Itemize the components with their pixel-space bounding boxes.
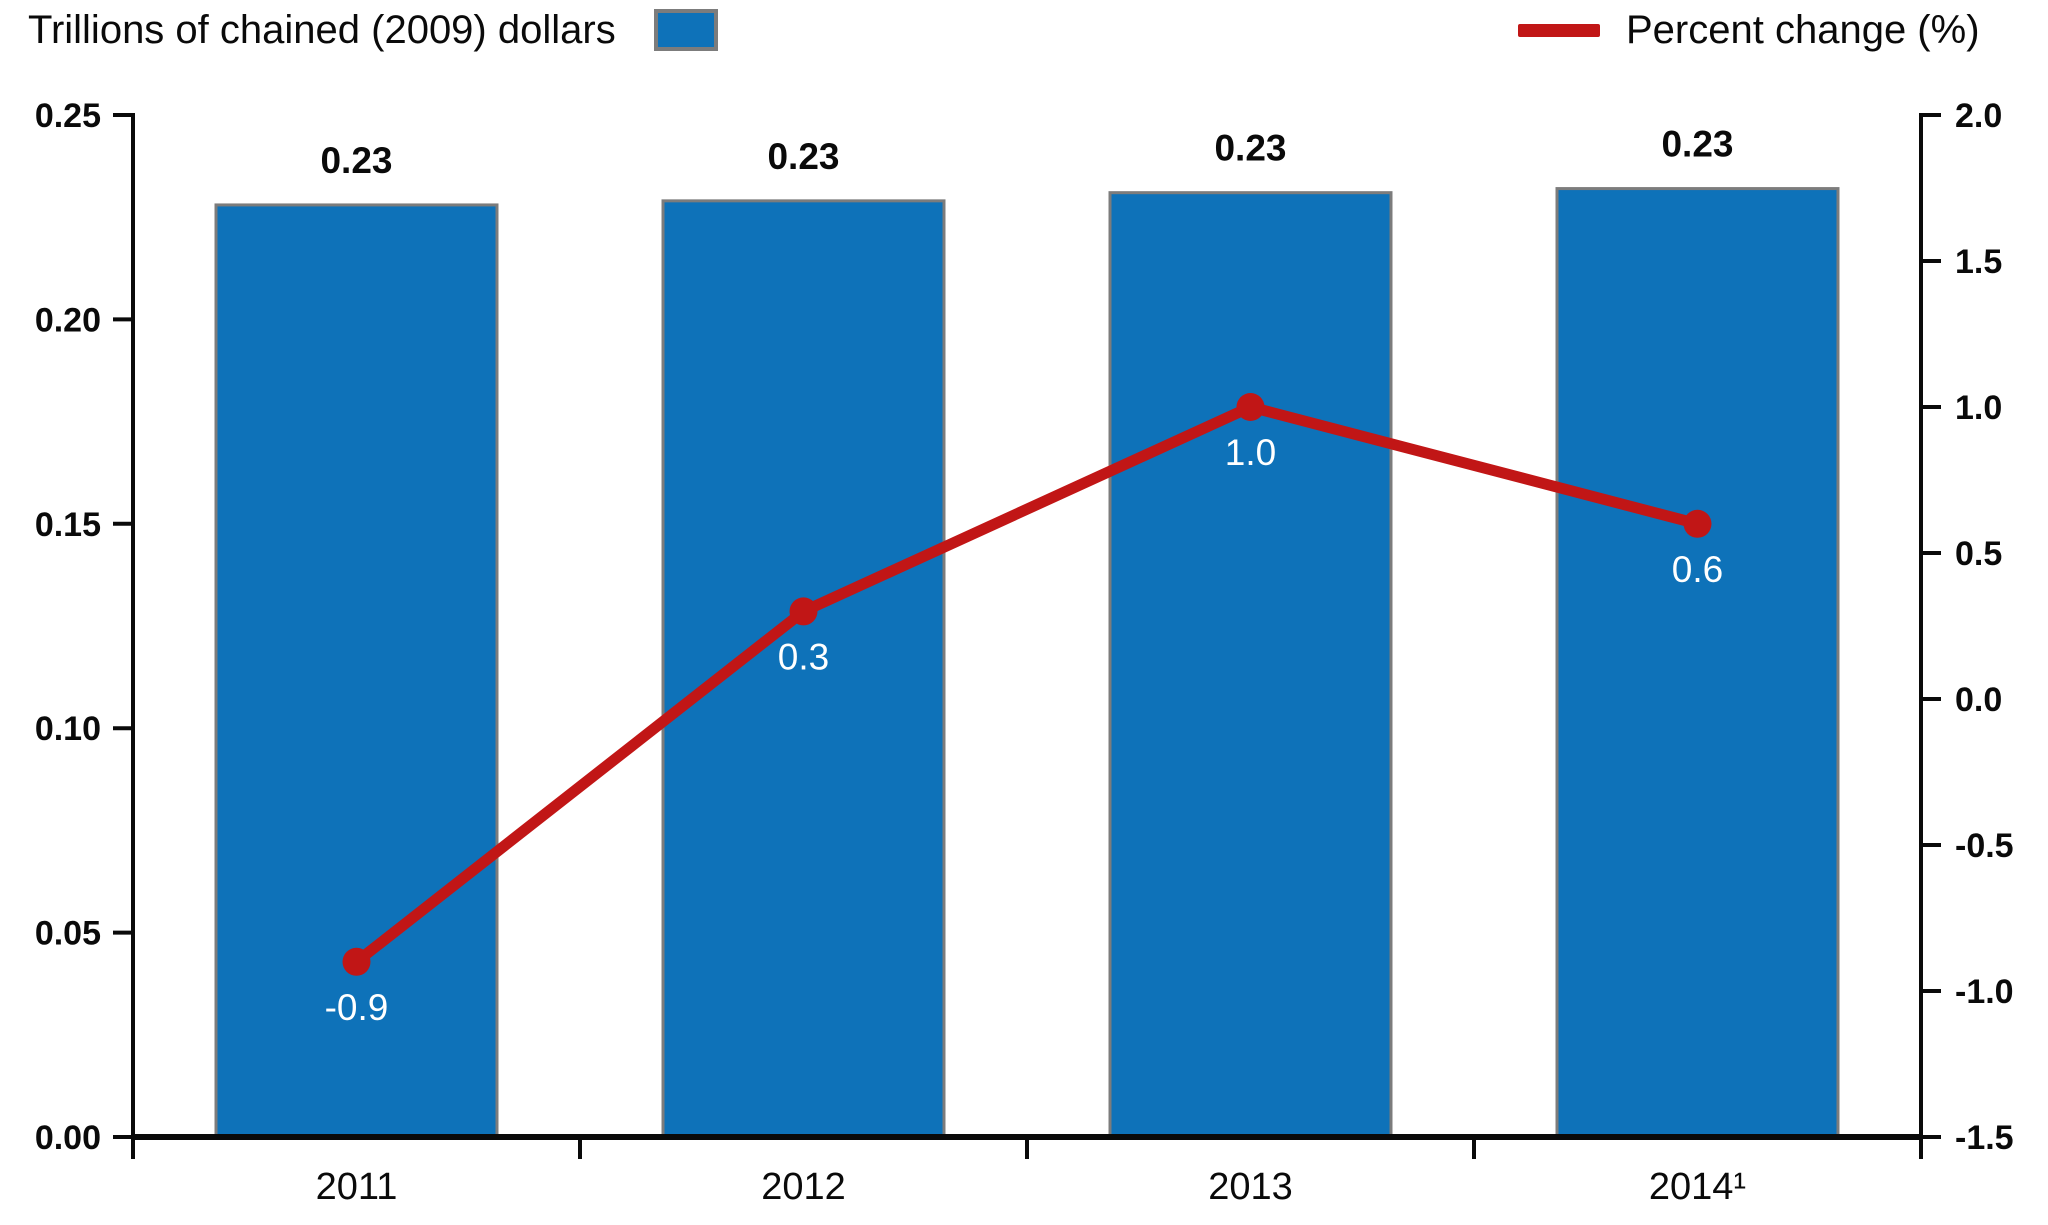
right-axis-tick-label: 0.5	[1955, 535, 2002, 573]
left-axis-tick-label: 0.10	[35, 710, 101, 748]
bar-series-swatch-icon	[653, 9, 718, 51]
line-point-label: 0.6	[1672, 549, 1723, 590]
right-axis-tick-label: -0.5	[1955, 827, 2014, 865]
left-axis-tick-label: 0.05	[35, 915, 101, 953]
left-axis-title: Trillions of chained (2009) dollars	[28, 8, 616, 52]
line-point-marker	[1236, 393, 1265, 421]
line-series	[351, 401, 1703, 968]
right-axis-title: Percent change (%)	[1626, 8, 1980, 52]
right-axis-tick-label: 1.5	[1955, 243, 2002, 281]
right-axis-tick-label: 0.0	[1955, 681, 2002, 719]
line-series-swatch-icon	[1518, 23, 1600, 37]
bar-value-label: 0.23	[320, 140, 392, 181]
line-point-label: -0.9	[325, 987, 389, 1028]
right-axis-tick-label: -1.0	[1955, 973, 2014, 1011]
legend-right: Percent change (%)	[1518, 6, 1980, 54]
bar	[1108, 191, 1393, 1139]
x-axis-tick-label: 2012	[761, 1166, 846, 1208]
x-axis-tick-label: 2011	[316, 1166, 398, 1208]
x-axis-tick-label: 2013	[1208, 1166, 1293, 1208]
bar	[214, 203, 499, 1139]
x-axis-tick-label: 2014¹	[1649, 1166, 1746, 1208]
bar	[1555, 187, 1840, 1139]
right-axis-tick-label: -1.5	[1955, 1119, 2014, 1157]
right-axis-tick-label: 2.0	[1955, 97, 2002, 135]
bar	[661, 199, 946, 1139]
line-point-marker	[789, 597, 818, 626]
bar-value-label: 0.23	[1661, 124, 1733, 165]
left-axis-tick-label: 0.15	[35, 506, 101, 544]
bar-value-label: 0.23	[1214, 128, 1286, 169]
line-point-marker	[1683, 509, 1712, 538]
legend-left: Trillions of chained (2009) dollars	[28, 6, 718, 54]
line-point-label: 1.0	[1225, 432, 1276, 473]
bar-value-label: 0.23	[767, 136, 839, 177]
left-axis-tick-label: 0.25	[35, 97, 101, 135]
line-point-label: 0.3	[778, 636, 829, 677]
left-axis-tick-label: 0.20	[35, 301, 101, 339]
line-point-marker	[342, 947, 371, 976]
right-axis-tick-label: 1.0	[1955, 389, 2002, 427]
left-axis-tick-label: 0.00	[35, 1119, 101, 1157]
